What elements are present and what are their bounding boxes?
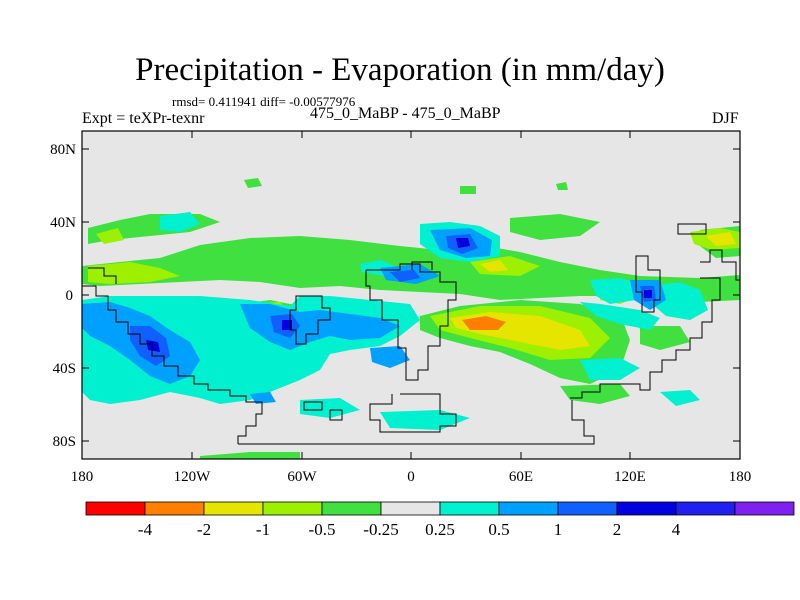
lon-ticks	[81, 131, 741, 459]
lat-label: 80S	[53, 434, 76, 450]
colorbar-swatch	[144, 501, 205, 516]
colorbar-label: 1	[554, 520, 563, 539]
lon-label: 180	[729, 469, 752, 485]
lat-label: 0	[66, 288, 74, 304]
colorbar-label: 0.5	[488, 520, 509, 539]
colorbar-swatch	[203, 501, 264, 516]
colorbar-label: 2	[613, 520, 622, 539]
colorbar-label: -1	[256, 520, 270, 539]
lon-label: 120W	[174, 469, 212, 485]
colorbar-swatch	[498, 501, 559, 516]
colorbar-label: -0.5	[309, 520, 336, 539]
lon-label: 120E	[614, 469, 646, 485]
lat-label: 40N	[50, 215, 76, 231]
colorbar-label: -4	[138, 520, 153, 539]
lon-label: 60E	[509, 469, 533, 485]
colorbar-swatch	[616, 501, 677, 516]
period-label: 475_0_MaBP - 475_0_MaBP	[310, 105, 501, 122]
colorbar-label: -2	[197, 520, 211, 539]
stats-subtitle: rmsd= 0.411941 diff= -0.00577976	[172, 94, 356, 109]
map-title: Precipitation - Evaporation (in mm/day)	[135, 52, 665, 88]
colorbar: -4 -2 -1 -0.5 -0.25 0.25 0.5 1 2 4	[85, 501, 795, 539]
experiment-label: Expt = teXPr-texnr	[82, 110, 205, 127]
season-label: DJF	[712, 110, 739, 127]
colorbar-swatch	[380, 501, 441, 516]
lon-label: 60W	[287, 469, 317, 485]
colorbar-swatch	[734, 501, 795, 516]
lat-label: 40S	[53, 361, 76, 377]
colorbar-swatch	[557, 501, 618, 516]
precip-field	[82, 178, 740, 459]
lat-label: 80N	[50, 142, 76, 158]
lon-label: 0	[407, 469, 415, 485]
colorbar-label: 0.25	[425, 520, 455, 539]
colorbar-label: 4	[672, 520, 681, 539]
colorbar-swatch	[675, 501, 736, 516]
coastlines	[82, 223, 740, 445]
colorbar-label: -0.25	[363, 520, 398, 539]
lat-ticks	[82, 148, 740, 442]
colorbar-swatch	[439, 501, 500, 516]
colorbar-swatch	[85, 501, 146, 516]
colorbar-swatch	[321, 501, 382, 516]
colorbar-swatch	[262, 501, 323, 516]
lon-label: 180	[71, 469, 94, 485]
